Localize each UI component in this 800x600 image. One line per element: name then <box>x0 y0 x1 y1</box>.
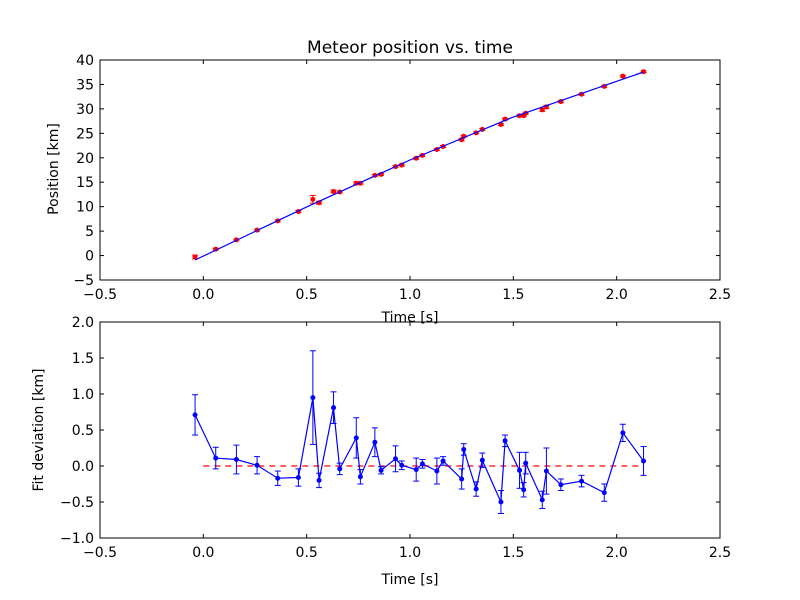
data-point <box>192 254 198 260</box>
data-point <box>331 189 337 195</box>
deviation-ytick-label: −1.0 <box>60 531 94 547</box>
position-chart: Meteor position vs. time Time [s] Positi… <box>46 38 731 326</box>
position-xtick-label: 1.5 <box>502 287 524 303</box>
deviation-ytick-label: 1.5 <box>72 351 94 367</box>
data-point <box>579 478 585 484</box>
data-point <box>337 466 343 472</box>
data-point <box>620 430 626 436</box>
position-ytick-label: 20 <box>76 151 94 167</box>
position-ytick-label: 5 <box>85 224 94 240</box>
position-xtick-label: 2.0 <box>606 287 628 303</box>
position-xtick-label: 2.5 <box>709 287 731 303</box>
data-point <box>310 395 316 401</box>
deviation-line <box>194 397 644 503</box>
data-point <box>413 467 419 473</box>
deviation-ytick-label: 0.5 <box>72 423 94 439</box>
position-xtick-label: 0.5 <box>296 287 318 303</box>
position-ytick-label: 10 <box>76 200 94 216</box>
data-point <box>192 412 198 418</box>
position-chart-ylabel: Position [km] <box>46 123 62 215</box>
data-point <box>353 435 359 441</box>
data-point <box>620 73 626 79</box>
data-point <box>357 474 363 480</box>
position-xtick-label: 1.0 <box>399 287 421 303</box>
data-point <box>539 497 545 503</box>
data-point <box>521 487 527 493</box>
deviation-xtick-label: 0.5 <box>296 545 318 561</box>
position-ytick-label: 35 <box>76 77 94 93</box>
deviation-chart-frame <box>99 321 721 539</box>
position-xtick-label: 0.0 <box>192 287 214 303</box>
deviation-chart: Time [s] Fit deviation [km] −0.5 0.0 0.5 1.… <box>31 315 731 588</box>
deviation-ytick-label: 0.0 <box>72 459 94 475</box>
deviation-chart-ylabel: Fit deviation [km] <box>31 368 47 491</box>
position-xtick-label: −0.5 <box>83 287 117 303</box>
position-ytick-label: 15 <box>76 175 94 191</box>
deviation-ytick-label: −0.5 <box>60 495 94 511</box>
deviation-xtick-label: −0.5 <box>83 545 117 561</box>
data-point <box>310 196 316 202</box>
data-point <box>539 107 545 113</box>
data-point <box>295 475 301 481</box>
data-point <box>641 458 647 464</box>
data-point <box>254 462 260 468</box>
position-ytick-label: 25 <box>76 126 94 142</box>
data-point <box>459 476 465 482</box>
fit-line <box>194 71 644 261</box>
data-point <box>372 439 378 445</box>
deviation-ytick-label: 1.0 <box>72 387 94 403</box>
deviation-xtick-label: 1.5 <box>502 545 524 561</box>
data-point <box>517 467 523 473</box>
data-point <box>641 69 647 75</box>
deviation-chart-xlabel: Time [s] <box>381 572 439 588</box>
deviation-xtick-label: 1.0 <box>399 545 421 561</box>
data-point <box>558 482 564 488</box>
data-point <box>316 477 322 483</box>
data-point <box>440 458 446 464</box>
deviation-xtick-label: 0.0 <box>192 545 214 561</box>
data-point <box>498 499 504 505</box>
data-point <box>331 405 337 411</box>
position-ytick-label: 0 <box>85 249 94 265</box>
data-point <box>393 456 399 462</box>
deviation-xtick-label: 2.5 <box>709 545 731 561</box>
data-point <box>213 455 219 461</box>
deviation-xtick-label: 2.0 <box>606 545 628 561</box>
position-chart-frame <box>99 59 721 281</box>
position-ytick-label: −5 <box>73 273 94 289</box>
data-point <box>473 486 479 492</box>
data-point <box>419 461 425 467</box>
data-point <box>543 468 549 474</box>
data-point <box>275 475 281 481</box>
data-point <box>233 457 239 463</box>
data-point <box>434 468 440 474</box>
deviation-ytick-label: 2.0 <box>72 315 94 331</box>
data-point <box>502 438 508 444</box>
position-ytick-label: 40 <box>76 53 94 69</box>
data-point <box>601 490 607 496</box>
data-point <box>461 446 467 452</box>
position-ytick-label: 30 <box>76 102 94 118</box>
position-chart-title: Meteor position vs. time <box>307 38 513 58</box>
data-point <box>523 460 529 466</box>
data-point <box>378 467 384 473</box>
data-point <box>479 457 485 463</box>
data-point <box>399 462 405 468</box>
